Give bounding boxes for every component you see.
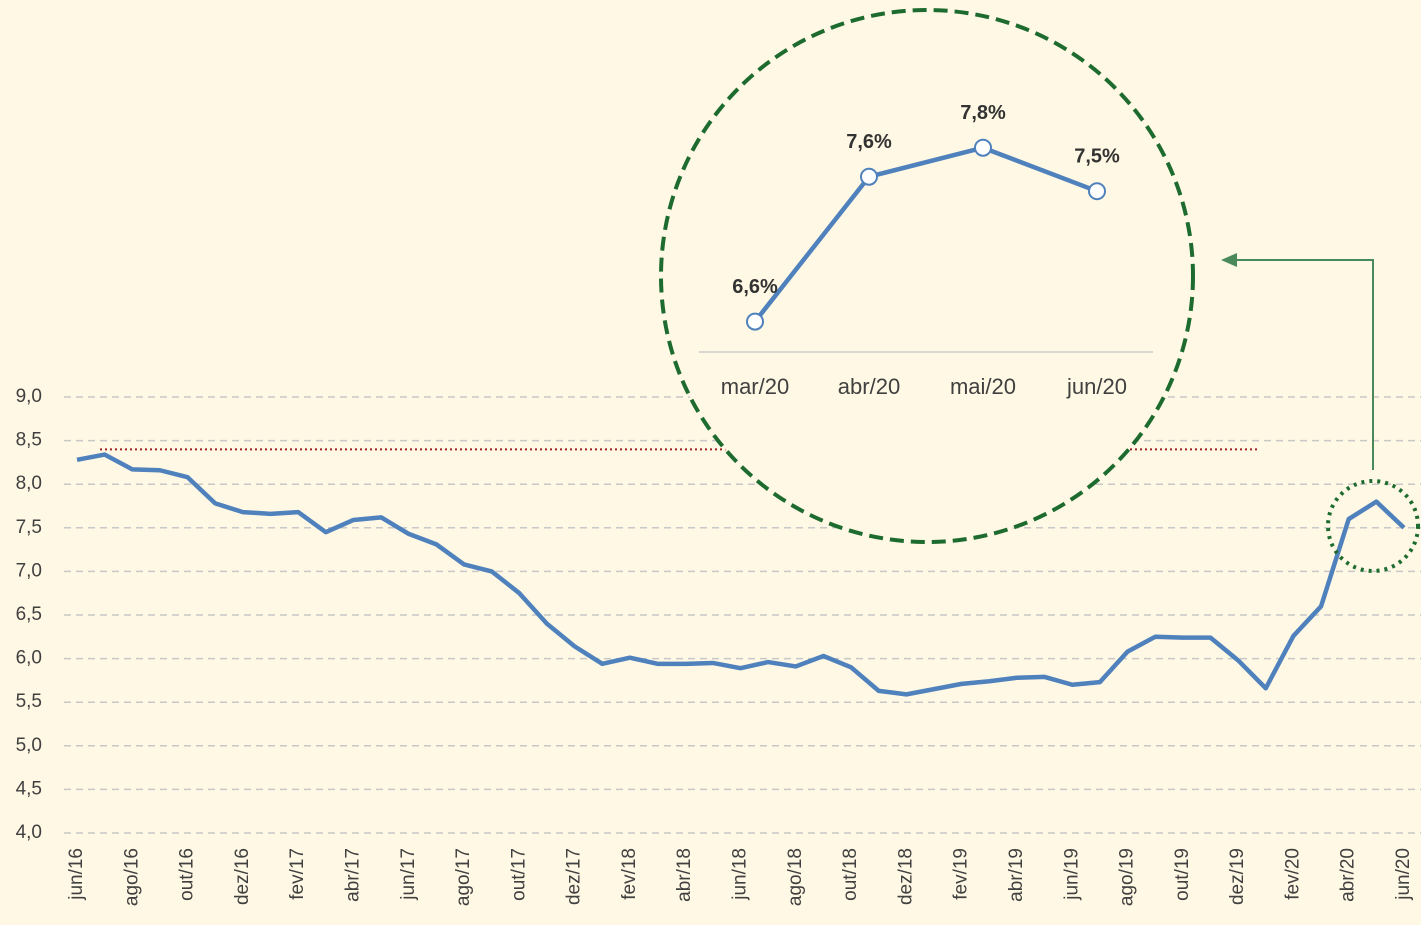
x-tick-label: jun/20 xyxy=(1066,374,1127,399)
data-point xyxy=(860,167,878,186)
x-tick-label: jun/18 xyxy=(730,848,751,901)
x-tick-label: fev/19 xyxy=(951,848,972,900)
x-tick-label: out/18 xyxy=(840,848,861,901)
x-tick-label: ago/16 xyxy=(121,848,142,906)
x-tick-label: mar/20 xyxy=(721,374,789,399)
y-tick-label: 6,0 xyxy=(16,648,42,669)
x-tick-label: abr/20 xyxy=(838,374,900,399)
data-label: 7,5% xyxy=(1074,145,1120,167)
main-chart: 4,0 4,5 5,0 5,5 6,0 6,5 7,0 7,5 8,0 8,5 9,0 jun/16 a… xyxy=(16,386,1421,906)
y-tick-label: 6,5 xyxy=(16,604,42,625)
y-tick-label: 4,5 xyxy=(16,778,42,799)
x-tick-label: ago/19 xyxy=(1117,848,1138,906)
x-tick-label: jun/16 xyxy=(66,848,87,901)
x-tick-label: abr/19 xyxy=(1006,848,1027,902)
x-tick-label: ago/17 xyxy=(453,848,474,906)
x-tick-label: abr/18 xyxy=(674,848,695,902)
arrow-line xyxy=(1232,259,1374,470)
x-tick-label: jun/20 xyxy=(1393,848,1414,901)
y-tick-label: 8,0 xyxy=(16,473,42,494)
highlight-circle xyxy=(1326,479,1420,573)
data-point xyxy=(974,138,992,157)
x-tick-label: out/19 xyxy=(1172,848,1193,901)
data-label: 7,6% xyxy=(846,131,892,153)
x-tick-label: out/16 xyxy=(177,848,198,901)
y-tick-label: 9,0 xyxy=(16,386,42,407)
data-line xyxy=(76,452,1406,697)
y-tick-label: 5,5 xyxy=(16,691,42,712)
data-label: 7,8% xyxy=(960,102,1006,124)
x-tick-label: fev/17 xyxy=(287,848,308,900)
x-tick-label: dez/18 xyxy=(895,848,916,905)
data-label: 6,6% xyxy=(732,276,778,298)
x-tick-label: out/17 xyxy=(508,848,529,901)
x-tick-label: dez/16 xyxy=(232,848,253,905)
y-tick-label: 5,0 xyxy=(16,735,42,756)
y-tick-label: 8,5 xyxy=(16,430,42,451)
y-tick-label: 7,0 xyxy=(16,560,42,581)
x-tick-label: abr/20 xyxy=(1338,848,1359,902)
inset-chart: mar/20 abr/20 mai/20 jun/20 6,6% 7,6% 7,8% 7,5% xyxy=(699,102,1153,399)
x-tick-label: jun/17 xyxy=(398,848,419,901)
arrow-head xyxy=(1221,253,1237,267)
x-tick-label: mai/20 xyxy=(950,374,1016,399)
zoom-circle xyxy=(659,8,1195,544)
y-tick-label: 4,0 xyxy=(16,822,42,843)
x-tick-label: fev/20 xyxy=(1282,848,1303,900)
x-tick-label: fev/18 xyxy=(619,848,640,900)
x-tick-label: dez/17 xyxy=(564,848,585,905)
y-tick-label: 7,5 xyxy=(16,517,42,538)
x-tick-label: abr/17 xyxy=(342,848,363,902)
data-line xyxy=(753,145,1098,323)
x-tick-label: dez/19 xyxy=(1227,848,1248,905)
data-point xyxy=(1088,182,1106,201)
x-tick-label: jun/19 xyxy=(1061,848,1082,901)
data-point xyxy=(746,312,764,331)
x-tick-label: ago/18 xyxy=(785,848,806,906)
